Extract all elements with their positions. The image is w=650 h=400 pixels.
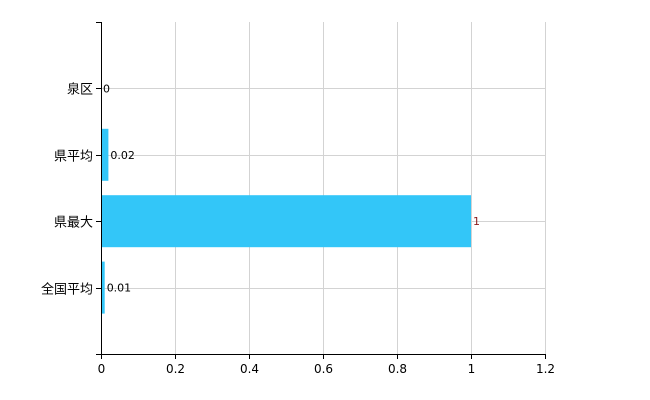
category-label: 全国平均 [41, 282, 93, 298]
data-label: 0 [103, 82, 110, 95]
x-tick-label: 0 [98, 362, 106, 376]
x-tick-label: 0.4 [240, 362, 259, 376]
bar [101, 128, 109, 181]
data-label: 0.01 [107, 282, 132, 295]
x-tick-label: 0.8 [388, 362, 407, 376]
x-tick-label: 0.6 [314, 362, 333, 376]
category-label: 県最大 [54, 216, 93, 231]
bar [101, 261, 105, 314]
category-label: 県平均 [54, 150, 93, 165]
category-label: 泉区 [67, 82, 93, 98]
data-label: 0.02 [110, 149, 134, 162]
x-tick-label: 1.2 [536, 362, 555, 376]
x-tick-label: 1 [468, 362, 476, 376]
data-label: 1 [473, 215, 480, 228]
bar [101, 195, 471, 248]
x-tick-label: 0.2 [166, 362, 185, 376]
